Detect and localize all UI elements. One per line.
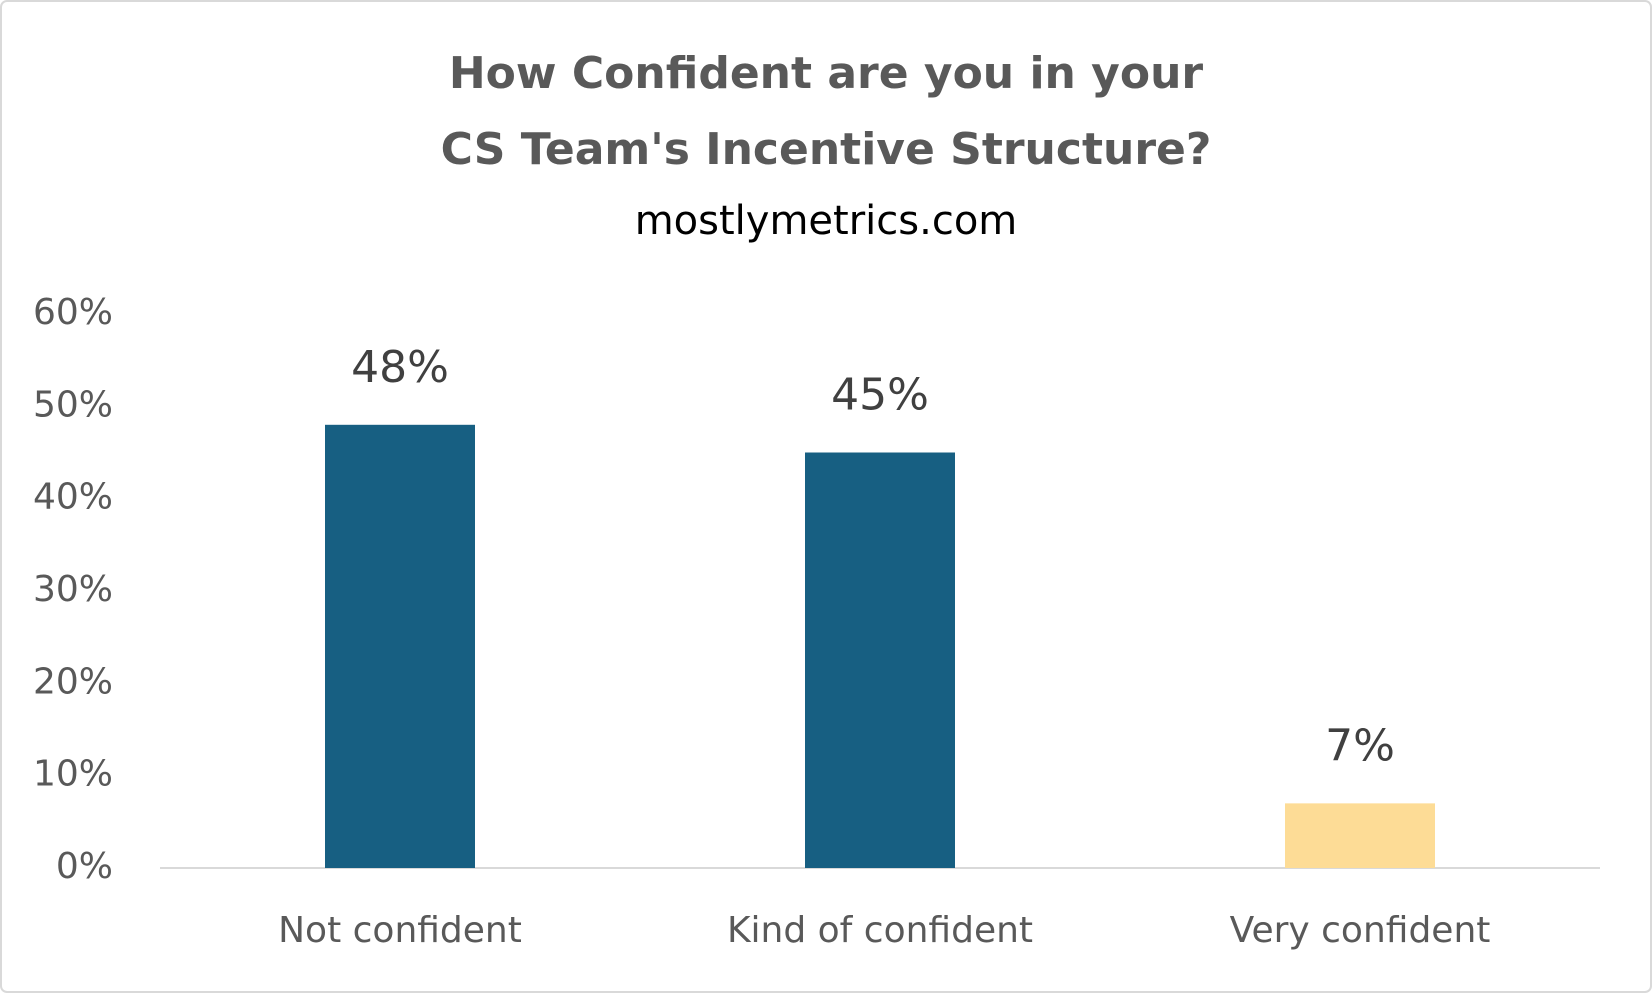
x-tick-label: Kind of confident (727, 910, 1033, 951)
x-tick-label: Very confident (1230, 910, 1491, 951)
bar (325, 424, 475, 868)
chart-title: CS Team's Incentive Structure? (441, 124, 1212, 175)
bar (1285, 803, 1435, 868)
value-label: 45% (831, 370, 929, 421)
y-tick-label: 0% (56, 846, 113, 887)
value-label: 7% (1325, 720, 1395, 771)
value-label: 48% (351, 342, 449, 393)
chart-subtitle: mostlymetrics.com (635, 198, 1018, 244)
x-tick-label: Not confident (278, 910, 522, 951)
y-tick-label: 50% (33, 384, 113, 425)
chart-title: How Confident are you in your (449, 48, 1204, 99)
y-tick-label: 10% (33, 754, 113, 795)
y-tick-label: 40% (33, 477, 113, 518)
bar (805, 452, 955, 868)
y-tick-label: 60% (33, 292, 113, 333)
y-tick-label: 20% (33, 661, 113, 702)
y-tick-label: 30% (33, 569, 113, 610)
